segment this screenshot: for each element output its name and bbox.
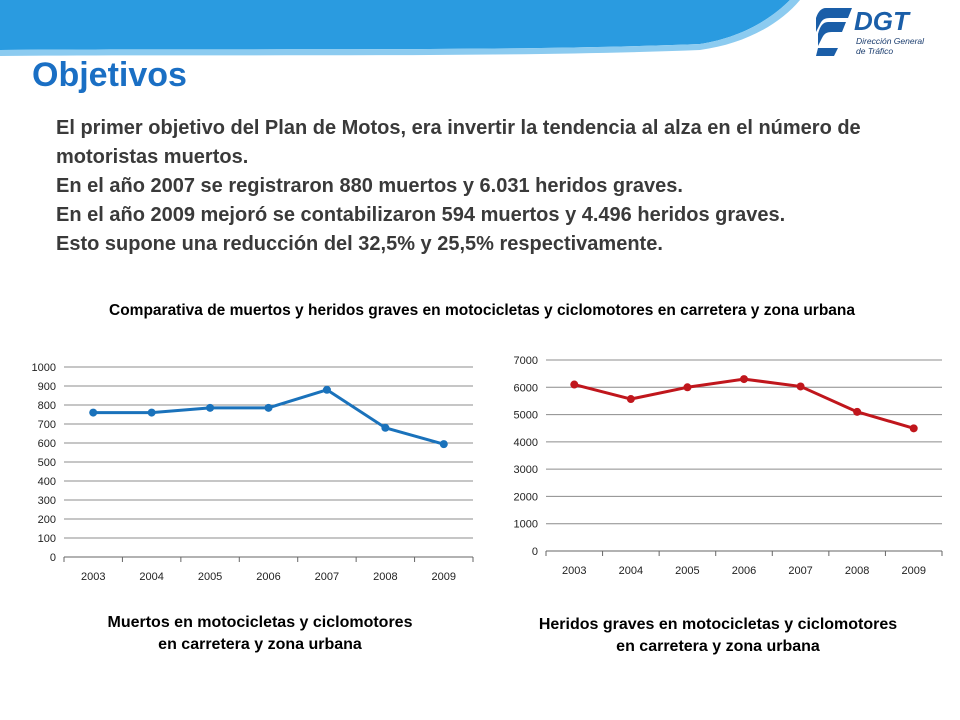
caption-heridos-line-1: Heridos graves en motocicletas y ciclomo… [538, 616, 898, 633]
chart-heridos: 0 1000 2000 3000 4000 5000 6000 7000 2003 2004 200… [514, 355, 943, 577]
intro-line-3: En el año 2009 mejoró se contabilizaron … [56, 204, 786, 226]
muertos-data-point [147, 408, 156, 417]
muertos-y-tick-label: 300 [38, 495, 56, 507]
muertos-y-tick-label: 500 [38, 457, 56, 469]
muertos-y-tick-label: 700 [38, 419, 56, 431]
muertos-data-point [264, 403, 273, 412]
dgt-emblem-icon [816, 8, 852, 56]
heridos-y-tick-label: 4000 [514, 437, 538, 449]
muertos-y-tick-label: 800 [38, 400, 56, 412]
heridos-y-tick-label: 2000 [514, 491, 538, 503]
caption-muertos-line-2: en carretera y zona urbana [158, 636, 362, 653]
muertos-y-tick-label: 400 [38, 476, 56, 488]
muertos-y-tick-label: 1000 [32, 362, 56, 374]
heridos-y-tick-label: 5000 [514, 410, 538, 422]
header-banner [0, 0, 800, 56]
heridos-x-tick-label: 2005 [675, 565, 699, 577]
heridos-x-tick-label: 2006 [732, 565, 756, 577]
heridos-x-tick-label: 2009 [901, 565, 925, 577]
heridos-data-point [853, 407, 862, 416]
heridos-x-tick-label: 2004 [619, 565, 643, 577]
page-title: Objetivos [32, 56, 187, 94]
muertos-data-point [439, 440, 448, 449]
muertos-data-point [89, 408, 98, 417]
chart-muertos: 0 100 200 300 400 500 600 700 800 900 1000 2003 2004… [32, 362, 474, 583]
heridos-y-tick-label: 0 [532, 546, 538, 558]
muertos-series-line [93, 388, 445, 446]
heridos-data-point [796, 382, 805, 391]
dgt-logo: DGT Dirección General de Tráfico [816, 6, 925, 56]
muertos-y-tick-label: 100 [38, 533, 56, 545]
logo-line2: de Tráfico [856, 46, 893, 56]
heridos-data-point [683, 383, 692, 392]
caption-muertos-line-1: Muertos en motocicletas y ciclomotores [107, 614, 413, 631]
heridos-series-line [573, 377, 915, 430]
caption-heridos: Heridos graves en motocicletas y ciclomo… [498, 614, 938, 658]
heridos-y-tick-label: 3000 [514, 464, 538, 476]
muertos-x-tick-label: 2007 [315, 571, 339, 583]
intro-line-1: El primer objetivo del Plan de Motos, er… [56, 117, 861, 168]
charts-subtitle: Comparativa de muertos y heridos graves … [109, 302, 855, 319]
intro-line-2: En el año 2007 se registraron 880 muerto… [56, 175, 683, 197]
heridos-data-point [740, 375, 748, 384]
muertos-y-tick-label: 200 [38, 514, 56, 526]
muertos-x-tick-label: 2004 [139, 571, 163, 583]
muertos-y-tick-label: 900 [38, 381, 56, 393]
caption-muertos: Muertos en motocicletas y ciclomotores e… [40, 612, 480, 656]
heridos-data-point [626, 395, 635, 404]
muertos-y-tick-label: 0 [50, 552, 56, 564]
muertos-data-point [381, 423, 390, 432]
muertos-y-tick-label: 600 [38, 438, 56, 450]
logo-line1: Dirección General [856, 36, 925, 46]
heridos-x-tick-label: 2007 [788, 565, 812, 577]
muertos-x-tick-label: 2003 [81, 571, 105, 583]
heridos-y-tick-label: 1000 [514, 519, 538, 531]
caption-heridos-line-2: en carretera y zona urbana [616, 638, 820, 655]
heridos-y-tick-label: 7000 [514, 355, 538, 367]
muertos-x-tick-label: 2009 [432, 571, 456, 583]
muertos-data-point [322, 385, 331, 394]
intro-line-4: Esto supone una reducción del 32,5% y 25… [56, 233, 663, 255]
heridos-x-tick-label: 2008 [845, 565, 869, 577]
muertos-x-tick-label: 2006 [256, 571, 280, 583]
muertos-data-point [206, 403, 215, 412]
heridos-x-tick-label: 2003 [562, 565, 586, 577]
muertos-x-tick-label: 2008 [373, 571, 397, 583]
heridos-data-point [570, 380, 579, 389]
intro-text: El primer objetivo del Plan de Motos, er… [56, 114, 936, 259]
muertos-x-tick-label: 2005 [198, 571, 222, 583]
heridos-data-point [909, 424, 918, 433]
heridos-y-tick-label: 6000 [514, 382, 538, 394]
logo-brand: DGT [854, 6, 911, 36]
